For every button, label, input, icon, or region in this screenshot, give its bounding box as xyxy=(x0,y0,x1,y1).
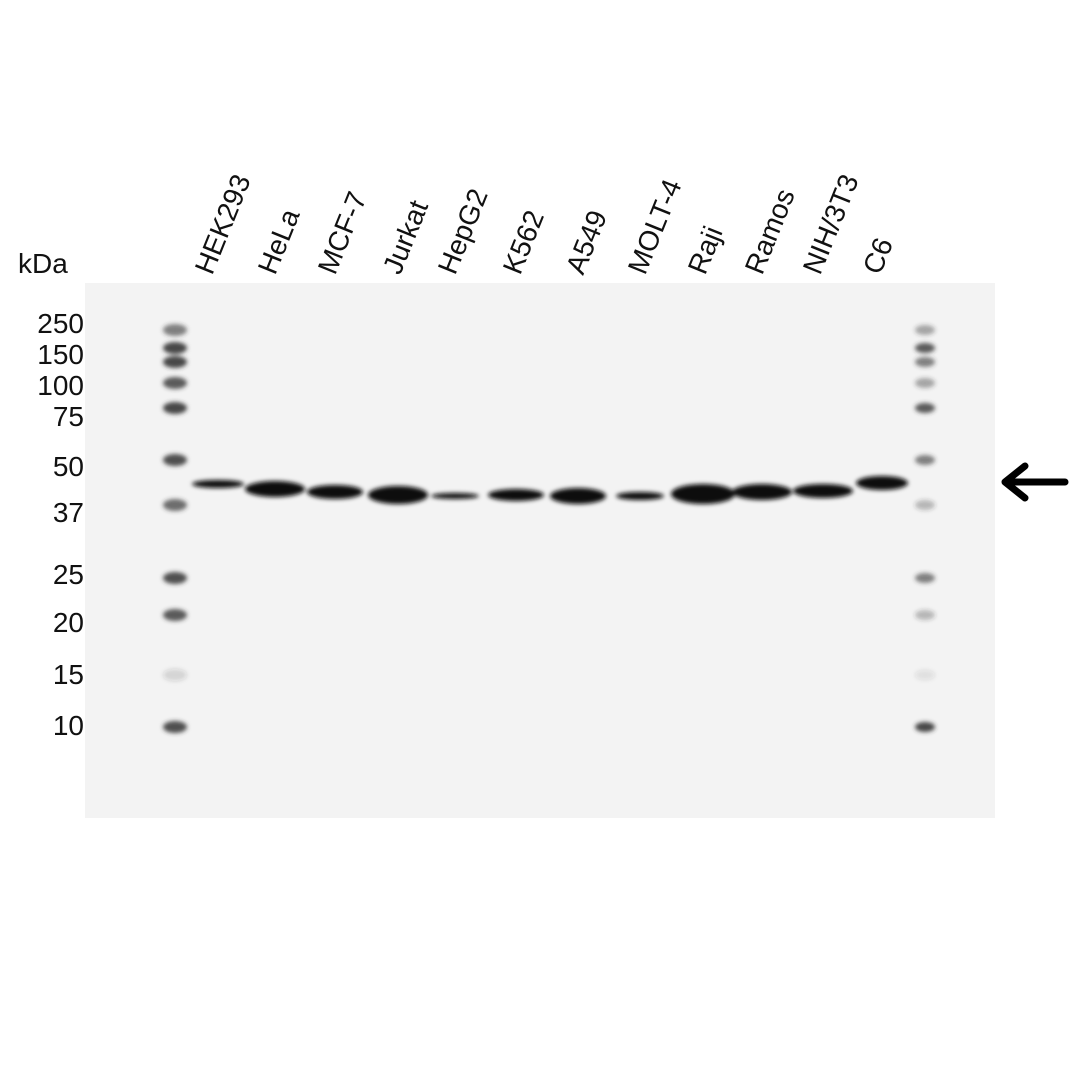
protein-band xyxy=(671,484,735,504)
marker-label: 250 xyxy=(37,308,84,339)
marker-label: 25 xyxy=(53,559,84,590)
marker-label: 10 xyxy=(53,710,84,741)
ladder-band xyxy=(915,325,935,335)
ladder-band xyxy=(163,356,187,368)
ladder-band xyxy=(915,343,935,353)
ladder-band xyxy=(163,721,187,733)
ladder-band xyxy=(163,669,187,681)
lane-label: HEK293 xyxy=(189,170,257,278)
marker-label: 20 xyxy=(53,607,84,638)
ladders xyxy=(163,324,935,733)
ladder-band xyxy=(163,572,187,584)
marker-label: 50 xyxy=(53,451,84,482)
ladder-band xyxy=(915,573,935,583)
protein-band xyxy=(245,481,305,497)
ladder-band xyxy=(915,378,935,388)
ladder-band xyxy=(163,324,187,336)
ladder-band xyxy=(915,403,935,413)
lane-label: K562 xyxy=(497,206,550,278)
protein-band xyxy=(431,493,479,499)
lane-label: Raji xyxy=(682,222,729,278)
marker-label: 150 xyxy=(37,339,84,370)
marker-label: 75 xyxy=(53,401,84,432)
ladder-band xyxy=(163,499,187,511)
lane-label: Jurkat xyxy=(377,196,434,279)
lane-label: A549 xyxy=(560,206,613,278)
lane-label: MCF-7 xyxy=(312,187,373,278)
ladder-band xyxy=(163,377,187,389)
protein-band xyxy=(616,492,664,500)
marker-label: 37 xyxy=(53,497,84,528)
lane-label: Ramos xyxy=(739,184,801,278)
ladder-band xyxy=(915,455,935,465)
marker-label: 15 xyxy=(53,659,84,690)
ladder-band xyxy=(915,670,935,680)
lane-label: NIH/3T3 xyxy=(797,170,865,278)
axis-label: kDa xyxy=(18,248,68,279)
protein-band xyxy=(307,485,363,499)
protein-band xyxy=(368,486,428,504)
ladder-band xyxy=(915,357,935,367)
ladder-band xyxy=(163,454,187,466)
bands xyxy=(192,476,908,504)
lane-label: HepG2 xyxy=(432,184,494,278)
lane-label: HeLa xyxy=(252,204,306,278)
ladder-band xyxy=(163,342,187,354)
arrow xyxy=(1001,462,1069,502)
lane-label: MOLT-4 xyxy=(622,175,688,278)
ladder-band xyxy=(163,402,187,414)
protein-band xyxy=(550,488,606,504)
protein-band xyxy=(192,480,244,488)
protein-band xyxy=(856,476,908,490)
ladder-band xyxy=(915,610,935,620)
ladder-band xyxy=(915,500,935,510)
protein-band xyxy=(732,484,792,500)
marker-label: 100 xyxy=(37,370,84,401)
lane-label: C6 xyxy=(857,233,899,278)
protein-band xyxy=(488,489,544,501)
protein-band xyxy=(793,484,853,498)
ladder-band xyxy=(915,722,935,732)
membrane xyxy=(85,283,995,818)
ladder-band xyxy=(163,609,187,621)
